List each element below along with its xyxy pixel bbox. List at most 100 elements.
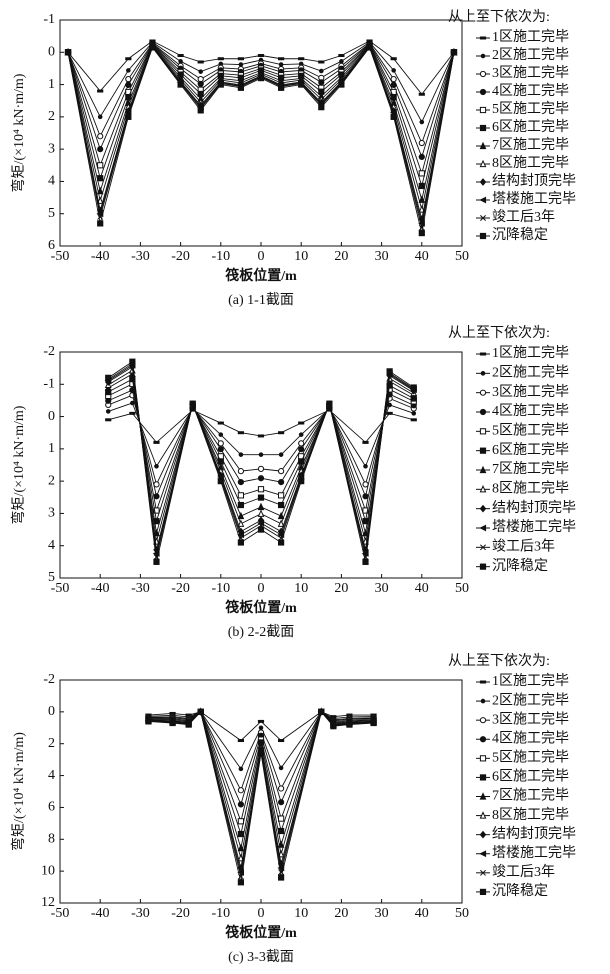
marker (217, 440, 224, 447)
y-tick-label: 2 (48, 473, 55, 488)
legend-label: 8区施工完毕 (492, 155, 569, 171)
marker (410, 384, 417, 391)
y-tick-label: -2 (43, 344, 55, 359)
marker (237, 492, 245, 499)
marker (237, 739, 245, 743)
x-tick-label: 0 (258, 249, 265, 264)
y-tick-label: 5 (48, 206, 55, 221)
marker (278, 539, 285, 546)
marker (298, 478, 305, 485)
legend-label: 竣工后3年 (492, 209, 555, 225)
marker (278, 84, 285, 91)
marker (257, 526, 265, 533)
marker (278, 492, 285, 499)
marker (278, 57, 285, 61)
marker (390, 81, 397, 88)
marker (391, 68, 396, 73)
marker (479, 792, 487, 800)
y-tick-label: 1 (48, 77, 55, 92)
marker (479, 755, 487, 762)
marker (370, 719, 377, 727)
legend-label: 8区施工完毕 (492, 481, 569, 497)
marker (410, 418, 417, 422)
marker (362, 481, 369, 488)
marker (64, 49, 72, 56)
marker (338, 54, 345, 58)
x-tick-label: 40 (415, 249, 429, 264)
y-tick-label: 3 (48, 141, 55, 156)
x-tick-label: 10 (294, 906, 308, 921)
marker (418, 182, 425, 190)
marker (237, 879, 245, 886)
legend-label: 6区施工完毕 (492, 119, 569, 135)
marker (479, 465, 487, 474)
marker (257, 719, 265, 723)
legend-label: 沉降稳定 (492, 227, 548, 243)
marker (479, 70, 487, 78)
x-tick-label: -30 (131, 906, 150, 921)
y-tick-label: 4 (48, 174, 55, 189)
marker (479, 850, 487, 858)
x-tick-label: -30 (131, 249, 150, 264)
marker (479, 106, 487, 114)
marker (479, 159, 487, 168)
x-tick-label: -50 (51, 581, 70, 596)
x-tick-label: -20 (171, 906, 190, 921)
series-line (108, 409, 414, 444)
x-tick-label: 30 (375, 249, 389, 264)
y-tick-label: 5 (48, 570, 55, 585)
marker (97, 175, 104, 182)
marker (479, 232, 487, 240)
marker (96, 186, 104, 195)
marker (217, 57, 224, 61)
marker (479, 680, 487, 684)
marker (278, 431, 285, 435)
marker (97, 162, 104, 169)
y-tick-label: 0 (48, 45, 55, 60)
marker (278, 765, 284, 771)
marker (346, 721, 353, 728)
x-tick-label: -10 (211, 249, 230, 264)
marker (177, 54, 184, 58)
marker (153, 558, 160, 565)
legend-label: 7区施工完毕 (492, 461, 569, 477)
marker (479, 389, 487, 396)
marker (278, 62, 284, 67)
marker (319, 68, 324, 74)
marker (278, 468, 285, 475)
marker (277, 511, 285, 520)
legend-label: 6区施工完毕 (492, 769, 569, 785)
marker (105, 418, 112, 422)
marker (298, 446, 305, 453)
marker (125, 113, 132, 120)
marker (479, 196, 487, 204)
marker (418, 153, 425, 160)
marker (479, 717, 487, 724)
marker (479, 428, 487, 435)
marker (480, 215, 486, 221)
caption: (a) 1-1截面 (228, 292, 294, 308)
legend-label: 结构封顶完毕 (492, 173, 576, 189)
x-tick-label: 20 (334, 581, 348, 596)
x-tick-label: -20 (171, 249, 190, 264)
marker (257, 75, 265, 82)
marker (105, 374, 112, 381)
marker (258, 452, 264, 457)
y-tick-label: 8 (48, 832, 55, 847)
marker (278, 452, 284, 457)
marker (237, 84, 245, 91)
x-axis-label: 筏板位置/m (225, 924, 297, 941)
marker (237, 818, 245, 825)
marker (185, 721, 192, 728)
marker (278, 501, 285, 509)
marker (479, 563, 487, 570)
y-tick-label: 0 (48, 409, 55, 424)
y-tick-label: 6 (48, 238, 55, 253)
caption: (c) 3-3截面 (228, 949, 294, 965)
marker (277, 519, 285, 527)
marker (479, 408, 487, 416)
marker (238, 62, 244, 67)
marker (237, 539, 245, 546)
marker (278, 785, 285, 792)
